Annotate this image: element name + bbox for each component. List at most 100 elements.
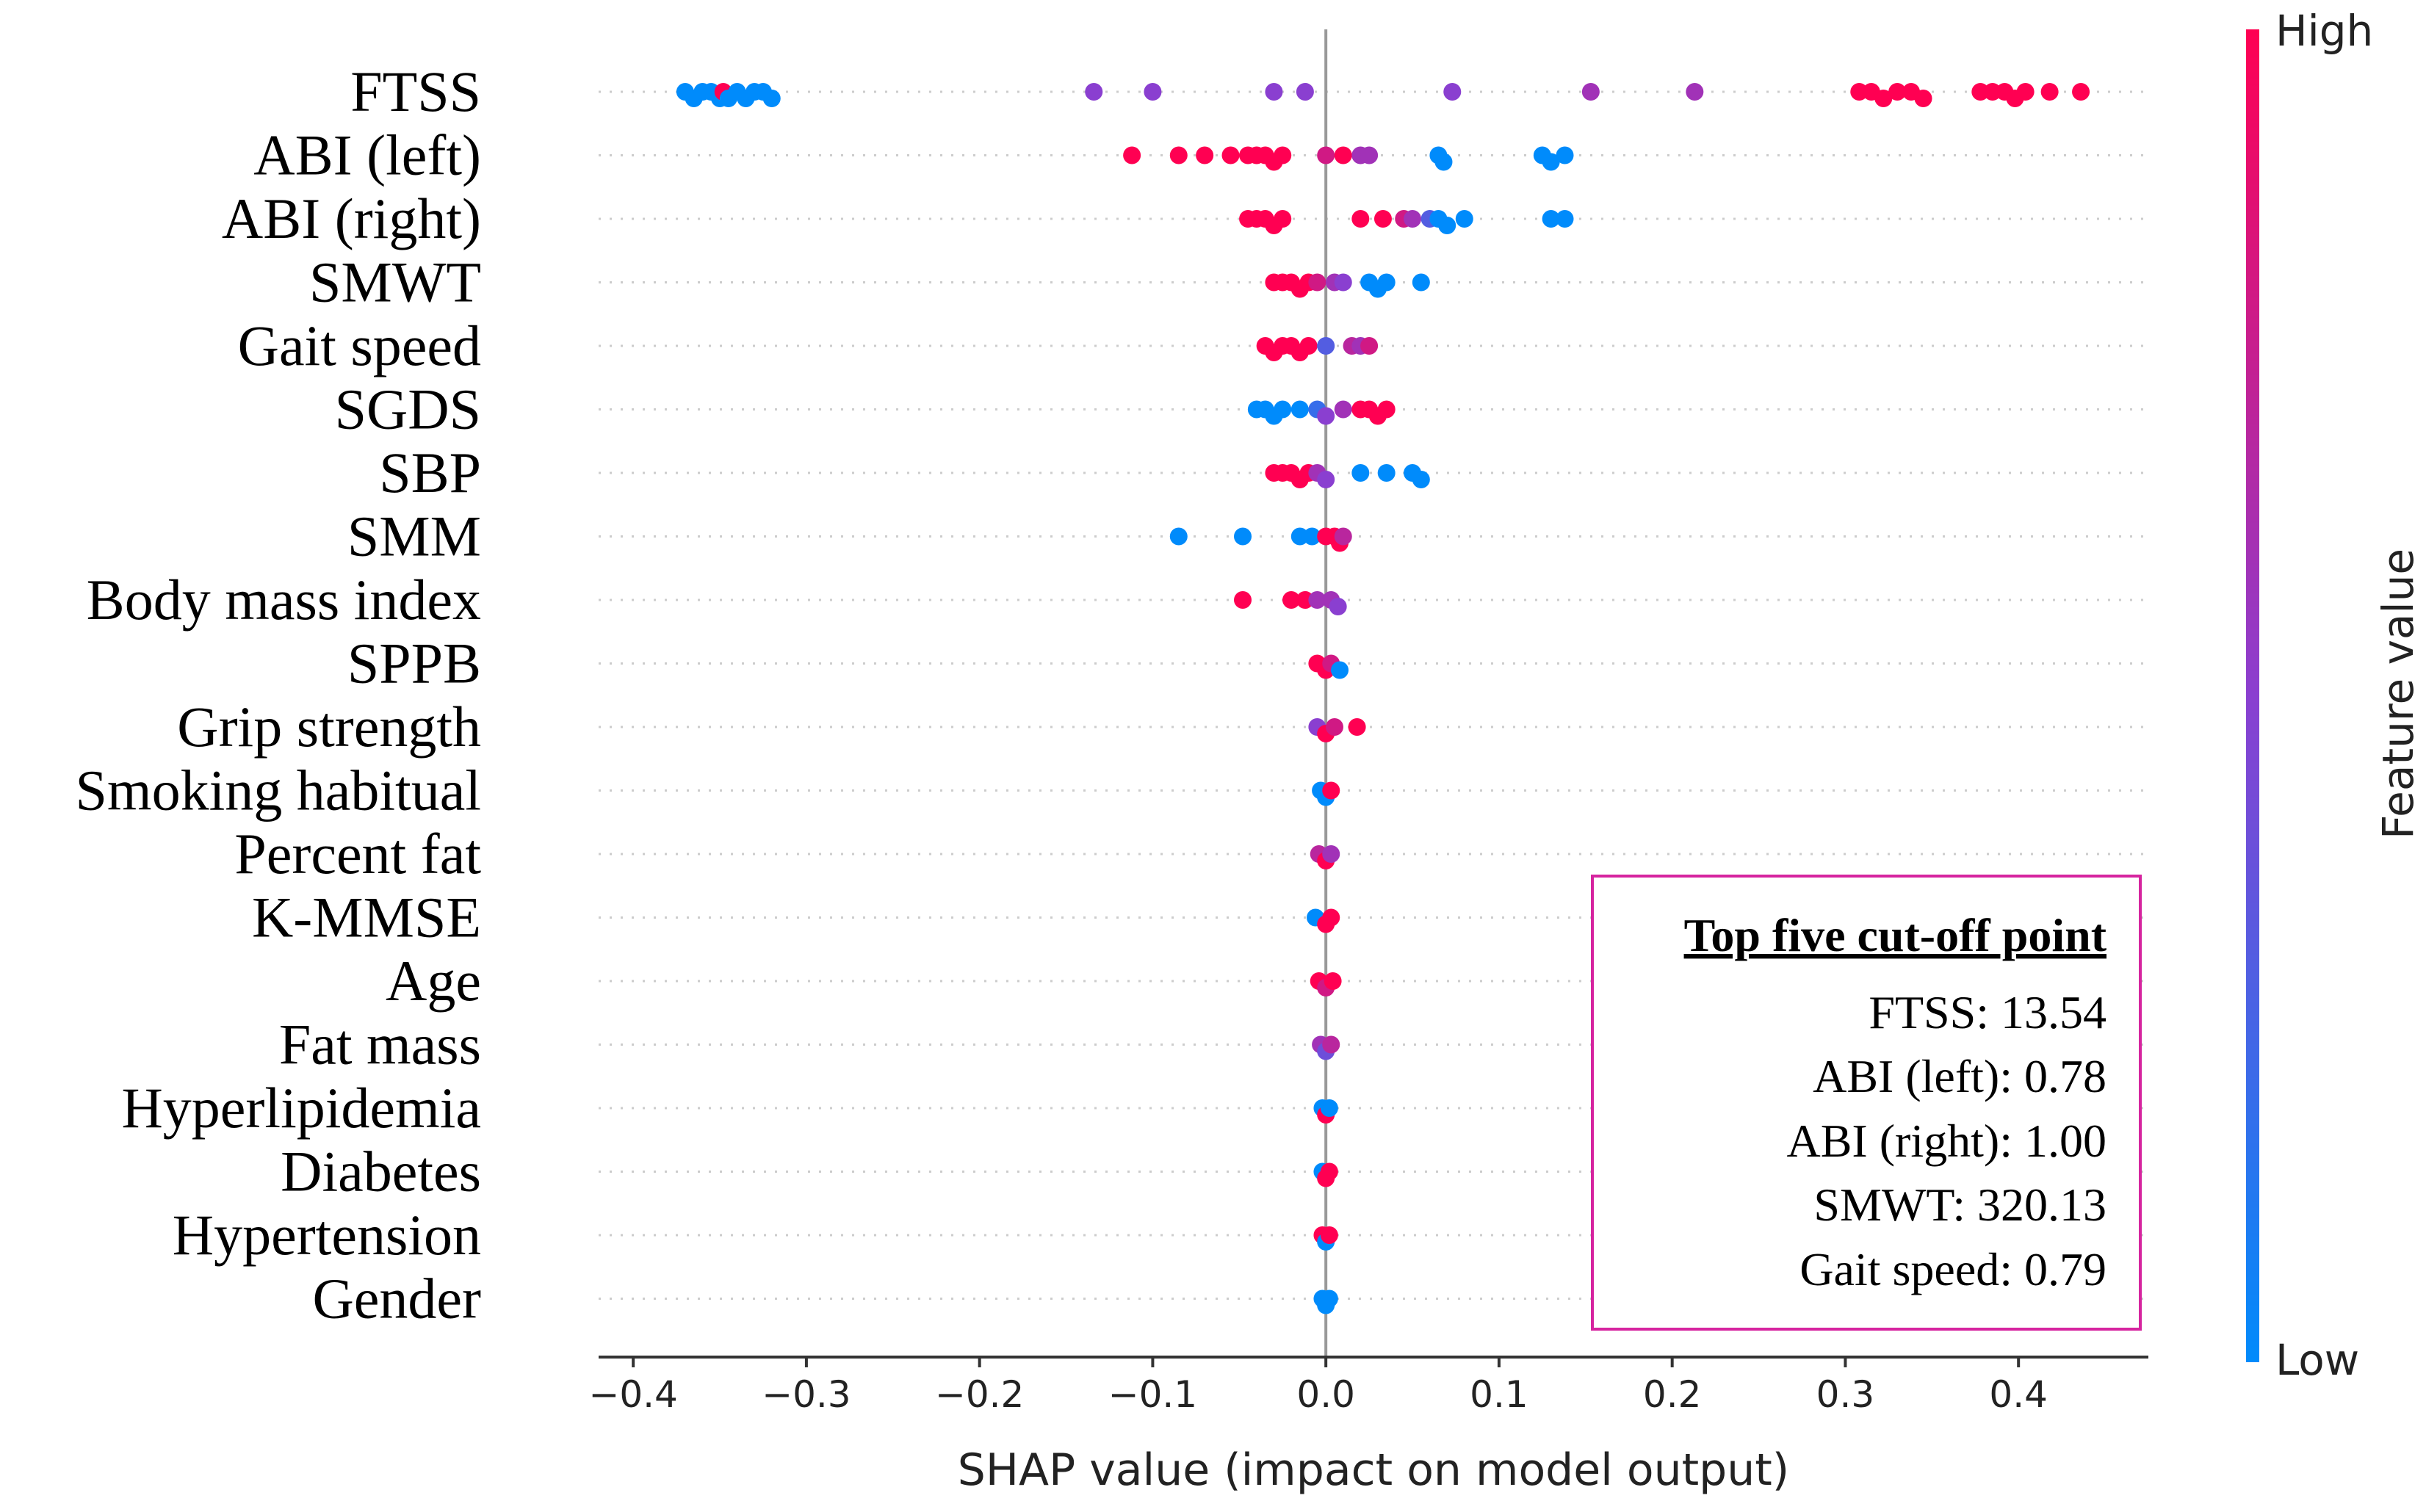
shap-dot — [1320, 1162, 1338, 1181]
shap-dot — [1234, 591, 1252, 609]
feature-label: Fat mass — [279, 1013, 481, 1077]
shap-dot — [1542, 153, 1560, 171]
shap-dot — [1455, 210, 1473, 228]
shap-dot — [1914, 90, 1932, 107]
shap-dot — [1351, 464, 1370, 482]
shap-dot — [1169, 146, 1188, 164]
feature-label: SMM — [347, 504, 481, 568]
x-tick-label: 0.3 — [1816, 1373, 1875, 1416]
x-tick-label: 0.4 — [1989, 1373, 2048, 1416]
shap-dot — [1320, 1289, 1338, 1308]
shap-dot — [1234, 527, 1252, 546]
shap-dot — [1296, 83, 1314, 101]
shap-dot — [1274, 146, 1292, 164]
shap-dot — [1265, 83, 1283, 101]
shap-dot — [1373, 210, 1392, 228]
shap-dot — [2016, 83, 2035, 101]
x-tick-label: 0.1 — [1470, 1373, 1528, 1416]
shap-dot — [1412, 273, 1430, 292]
cutoff-annotation-box: Top five cut-off point FTSS: 13.54 ABI (… — [1591, 875, 2142, 1331]
feature-label: SGDS — [335, 377, 481, 441]
shap-dot — [1331, 661, 1349, 679]
shap-dot — [1317, 471, 1335, 488]
shap-dot — [1329, 598, 1347, 615]
feature-label: SMWT — [309, 250, 481, 314]
shap-dot — [1377, 400, 1396, 419]
shap-dot — [1404, 210, 1422, 228]
x-tick-label: 0.0 — [1296, 1373, 1355, 1416]
feature-label: Age — [386, 949, 481, 1013]
shap-dot — [2072, 83, 2090, 101]
shap-dot — [2040, 83, 2059, 101]
shap-dot — [1320, 1226, 1338, 1244]
cutoff-line: ABI (left): 0.78 — [1813, 1050, 2106, 1102]
shap-dot — [1443, 83, 1462, 101]
shap-dot — [1324, 972, 1342, 990]
shap-dot — [1299, 337, 1318, 355]
shap-dot — [1317, 337, 1335, 355]
shap-dot — [1274, 400, 1292, 419]
shap-dot — [1983, 83, 2001, 101]
shap-dot — [1334, 273, 1352, 292]
shap-dot — [1322, 1035, 1340, 1054]
feature-label: ABI (right) — [222, 187, 481, 250]
shap-dot — [1438, 217, 1456, 234]
shap-dot — [1334, 400, 1352, 419]
shap-dot — [1290, 527, 1309, 546]
shap-dot — [1308, 273, 1326, 292]
cutoff-line: ABI (right): 1.00 — [1787, 1115, 2107, 1167]
shap-dot — [1874, 90, 1893, 107]
shap-dot — [1144, 83, 1162, 101]
shap-dot — [1434, 153, 1453, 171]
shap-dot — [1322, 781, 1340, 800]
shap-dot — [1303, 527, 1321, 546]
x-axis: −0.4 −0.3 −0.2 −0.1 0.0 0.1 0.2 0.3 0.4 — [588, 1356, 2148, 1416]
x-tick-label: −0.2 — [935, 1373, 1024, 1416]
shap-dot — [1296, 591, 1314, 609]
shap-dot — [1320, 1099, 1338, 1117]
feature-label: FTSS — [350, 59, 481, 123]
shap-dot — [1556, 146, 1574, 164]
x-tick-label: −0.1 — [1108, 1373, 1197, 1416]
shap-dot — [1348, 718, 1366, 736]
feature-label: Grip strength — [177, 695, 481, 759]
feature-label: Smoking habitual — [76, 759, 481, 822]
shap-dot — [1317, 146, 1335, 164]
shap-dot — [1322, 845, 1340, 863]
feature-label: Gait speed — [238, 314, 481, 377]
shap-dot — [1542, 210, 1560, 228]
feature-label: Hypertension — [173, 1203, 481, 1267]
feature-label: SPPB — [347, 632, 481, 695]
shap-dot — [1282, 591, 1301, 609]
cutoff-line: Gait speed: 0.79 — [1799, 1243, 2106, 1295]
shap-dot — [1221, 146, 1240, 164]
shap-dot — [1412, 471, 1430, 488]
colorbar-high-label: High — [2275, 6, 2373, 56]
shap-dot — [1360, 337, 1379, 355]
shap-dot — [1360, 146, 1379, 164]
x-axis-title: SHAP value (impact on model output) — [958, 1444, 1789, 1496]
x-tick-label: 0.2 — [1643, 1373, 1702, 1416]
feature-label: Diabetes — [281, 1140, 481, 1204]
feature-label: Body mass index — [87, 568, 481, 632]
shap-dot — [1850, 83, 1869, 101]
cutoff-line: SMWT: 320.13 — [1813, 1179, 2106, 1231]
feature-label: ABI (left) — [253, 123, 481, 187]
shap-dot — [1325, 718, 1343, 736]
shap-dot — [1274, 210, 1292, 228]
cutoff-box-title: Top five cut-off point — [1684, 909, 2107, 961]
shap-dot — [1351, 210, 1370, 228]
feature-label: Percent fat — [234, 822, 481, 886]
x-tick-label: −0.3 — [762, 1373, 851, 1416]
colorbar — [2246, 29, 2259, 1362]
shap-dot — [1085, 83, 1103, 101]
x-tick-label: −0.4 — [588, 1373, 677, 1416]
feature-label: Hyperlipidemia — [121, 1076, 481, 1140]
shap-dots — [676, 83, 2090, 1314]
shap-dot — [1196, 146, 1214, 164]
feature-label: Gender — [312, 1267, 481, 1331]
shap-dot — [1581, 83, 1600, 101]
shap-dot — [1377, 273, 1396, 292]
